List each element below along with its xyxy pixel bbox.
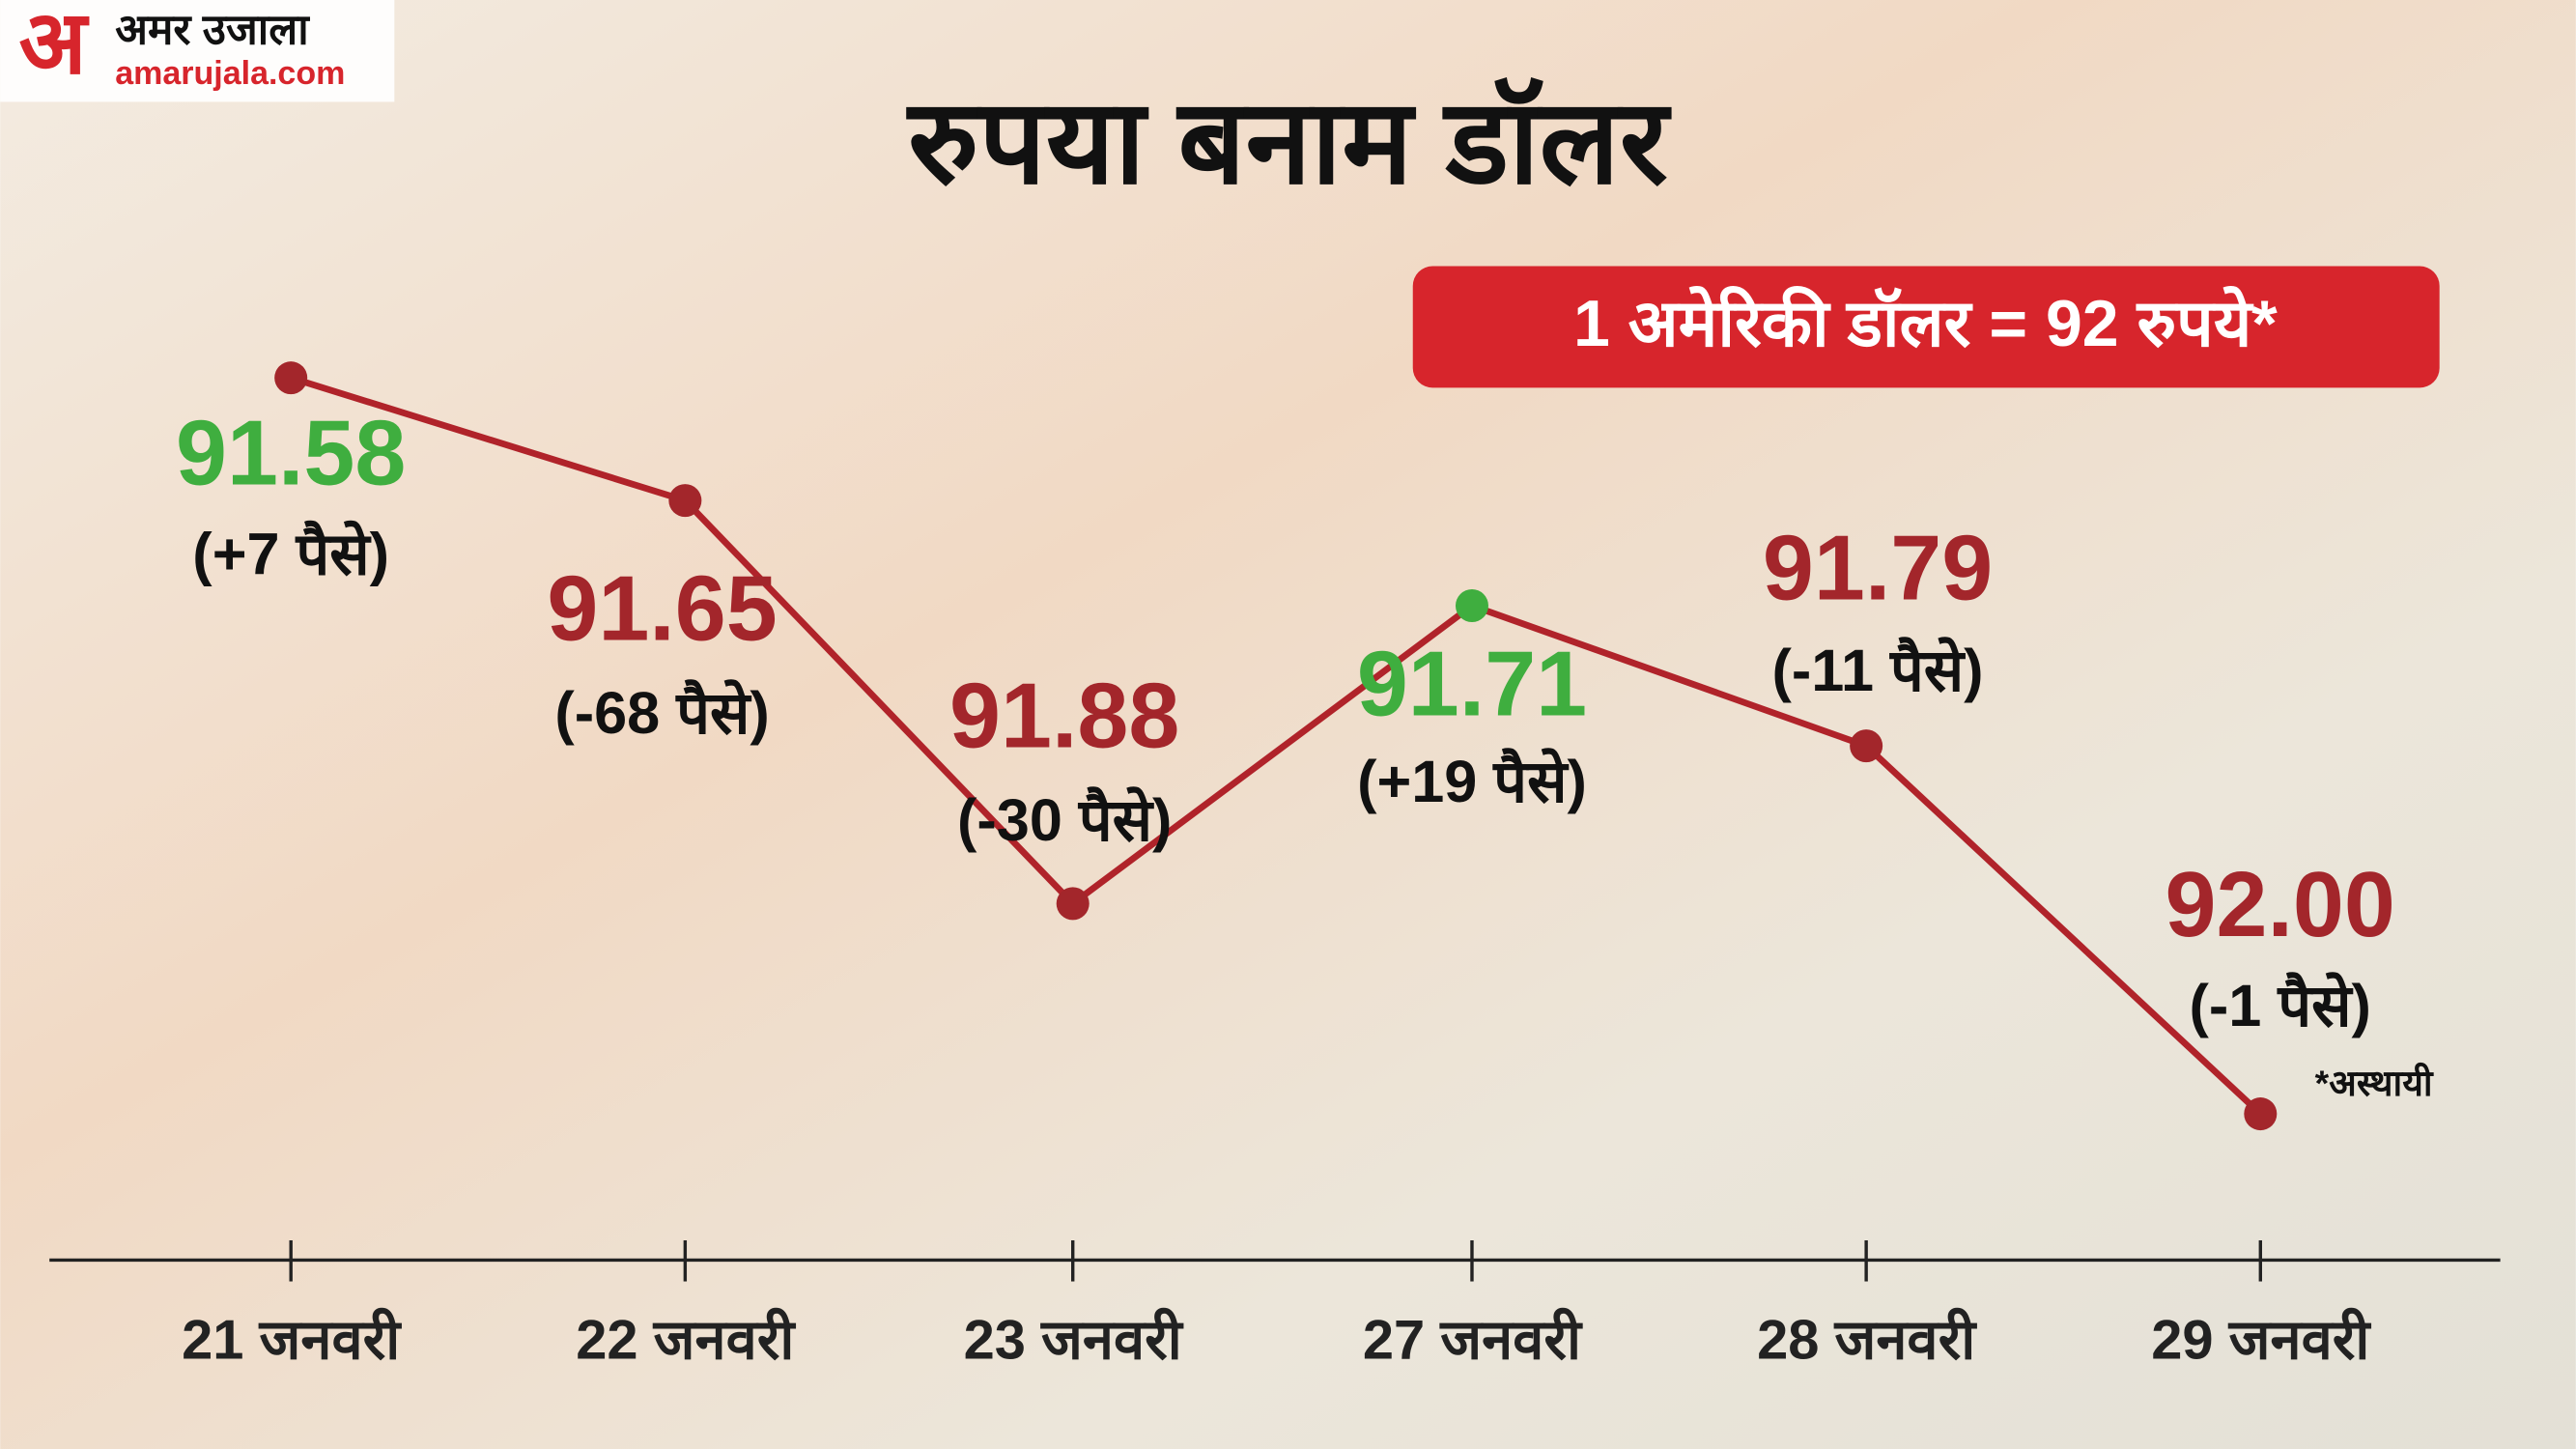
value-label: 91.71 bbox=[1357, 634, 1587, 736]
badge bbox=[1412, 266, 2440, 388]
x-tick-label: 21 जनवरी bbox=[182, 1307, 402, 1371]
value-label: 91.65 bbox=[547, 557, 777, 660]
point bbox=[2244, 1097, 2278, 1131]
chart-title: रुपया बनाम डॉलर bbox=[906, 75, 1672, 208]
badge-text: 1 अमेरिकी डॉलर = 92 रुपये* bbox=[1573, 285, 2278, 360]
logo-name: अमर उजाला bbox=[115, 7, 310, 54]
point bbox=[274, 361, 308, 395]
x-tick-label: 27 जनवरी bbox=[1363, 1307, 1583, 1371]
value-label: 91.79 bbox=[1763, 517, 1993, 619]
change-label: (+19 पैसे) bbox=[1357, 748, 1587, 814]
point bbox=[668, 484, 702, 518]
x-tick-label: 29 जनवरी bbox=[2151, 1307, 2371, 1371]
point bbox=[1850, 729, 1883, 763]
logo-mark: अ bbox=[19, 0, 90, 92]
value-label: 92.00 bbox=[2166, 854, 2395, 956]
x-tick-label: 23 जनवरी bbox=[964, 1307, 1184, 1371]
logo-site: amarujala.com bbox=[115, 55, 345, 92]
x-tick-label: 28 जनवरी bbox=[1757, 1307, 1977, 1371]
change-label: (+7 पैसे) bbox=[192, 520, 389, 586]
logo-box bbox=[0, 0, 395, 102]
change-label: (-30 पैसे) bbox=[957, 786, 1172, 853]
change-label: (-1 पैसे) bbox=[2190, 972, 2371, 1038]
note: *अस्थायी bbox=[2315, 1062, 2434, 1103]
point bbox=[1455, 588, 1488, 622]
x-tick-label: 22 जनवरी bbox=[576, 1307, 796, 1371]
change-label: (-68 पैसे) bbox=[554, 679, 769, 746]
value-label: 91.58 bbox=[176, 402, 406, 504]
change-label: (-11 पैसे) bbox=[1772, 637, 1984, 703]
value-label: 91.88 bbox=[949, 665, 1179, 767]
point bbox=[1056, 887, 1090, 921]
line bbox=[290, 374, 2263, 1117]
